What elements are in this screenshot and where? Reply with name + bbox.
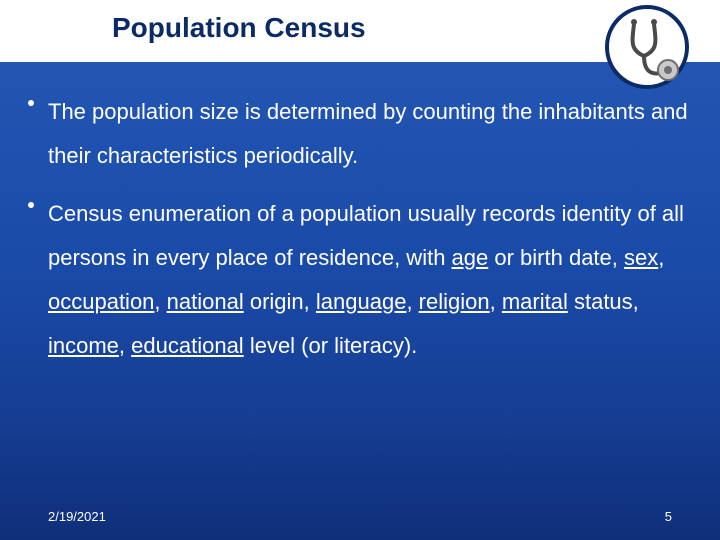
underlined-text: age xyxy=(452,245,489,270)
footer-page-number: 5 xyxy=(665,509,672,524)
text-run: , xyxy=(154,289,166,314)
underlined-text: educational xyxy=(131,333,244,358)
bullet-item: Census enumeration of a population usual… xyxy=(26,192,696,368)
text-run: or birth date, xyxy=(488,245,624,270)
underlined-text: occupation xyxy=(48,289,154,314)
underlined-text: religion xyxy=(419,289,490,314)
bullet-dot-icon xyxy=(28,100,34,106)
text-run: , xyxy=(658,245,664,270)
bullet-text: The population size is determined by cou… xyxy=(48,90,696,178)
text-run: , xyxy=(406,289,418,314)
slide: Population Census The population size is… xyxy=(0,0,720,540)
underlined-text: income xyxy=(48,333,119,358)
bullet-text: Census enumeration of a population usual… xyxy=(48,192,696,368)
bullet-item: The population size is determined by cou… xyxy=(26,90,696,178)
text-run: origin, xyxy=(244,289,316,314)
underlined-text: sex xyxy=(624,245,658,270)
footer-date: 2/19/2021 xyxy=(48,509,106,524)
text-run: , xyxy=(119,333,131,358)
text-run: , xyxy=(490,289,502,314)
slide-title: Population Census xyxy=(112,12,366,44)
bullet-dot-icon xyxy=(28,202,34,208)
text-run: level (or literacy). xyxy=(244,333,418,358)
stethoscope-icon xyxy=(592,2,702,92)
underlined-text: marital xyxy=(502,289,568,314)
content-area: The population size is determined by cou… xyxy=(26,90,696,382)
text-run: The population size is determined by cou… xyxy=(48,99,688,168)
text-run: status, xyxy=(568,289,639,314)
underlined-text: national xyxy=(167,289,244,314)
underlined-text: language xyxy=(316,289,407,314)
